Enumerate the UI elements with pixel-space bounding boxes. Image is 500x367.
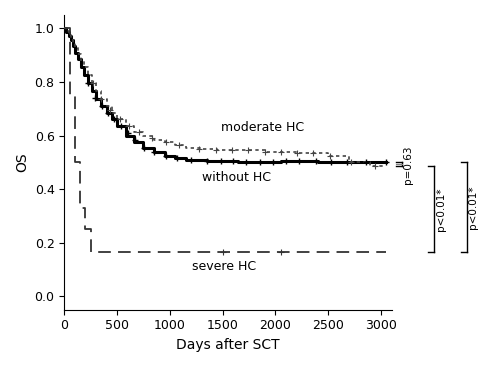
X-axis label: Days after SCT: Days after SCT — [176, 338, 280, 352]
Y-axis label: OS: OS — [15, 153, 29, 172]
Text: p<0.01*: p<0.01* — [468, 185, 478, 229]
Text: p<0.01*: p<0.01* — [436, 187, 446, 231]
Text: p=0.63: p=0.63 — [403, 145, 413, 184]
Text: severe HC: severe HC — [192, 260, 256, 273]
Text: moderate HC: moderate HC — [220, 121, 304, 134]
Text: without HC: without HC — [202, 171, 270, 184]
